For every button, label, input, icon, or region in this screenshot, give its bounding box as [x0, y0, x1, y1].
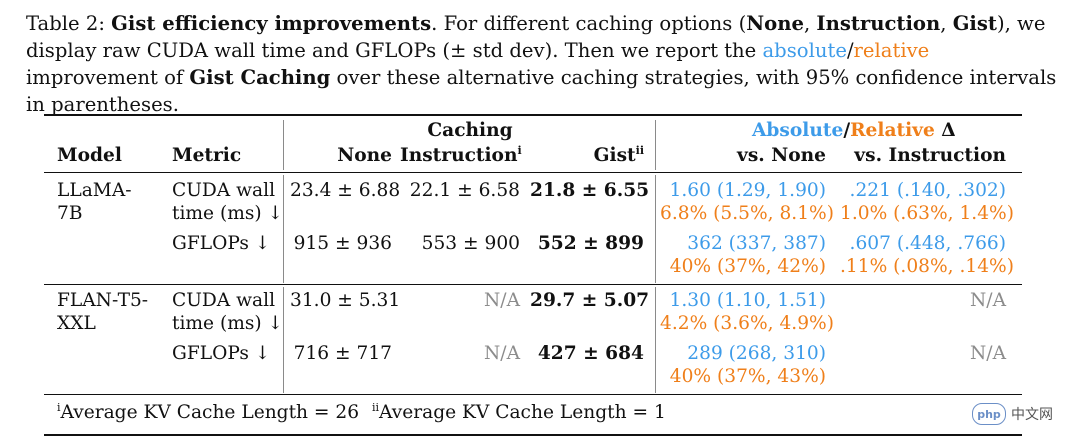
caption-relative: relative: [853, 39, 930, 62]
value-none: 716 ± 717: [293, 343, 392, 364]
header-rule: [44, 172, 1022, 173]
caption-opt-gist: Gist: [952, 12, 997, 35]
header-instruction: Instructioni: [400, 144, 522, 167]
model-name: 7B: [57, 203, 83, 224]
value-gist: 427 ± 684: [537, 343, 644, 364]
caption-absolute: absolute: [762, 39, 847, 62]
header-gist-label: Gist: [593, 145, 636, 166]
vs-instruction-na: N/A: [970, 290, 1006, 311]
footnote-2: iiAverage KV Cache Length = 1: [372, 402, 666, 424]
caption-text: over these alternative caching strategie…: [26, 66, 1057, 116]
caption-gist-caching: Gist Caching: [189, 66, 331, 89]
value-none: 31.0 ± 5.31: [290, 290, 401, 311]
value-gist: 552 ± 899: [537, 233, 644, 254]
vs-none-relative: 4.2% (3.6%, 4.9%): [660, 313, 834, 334]
metric-label: time (ms) ↓: [172, 203, 284, 224]
metric-label: GFLOPs ↓: [172, 233, 271, 254]
caption-text: ), we display raw CUDA wall time and GFL…: [26, 12, 1046, 62]
footnote-bottom-rule: [44, 434, 1022, 436]
column-separator: [283, 120, 284, 170]
caption-opt-none: None: [746, 12, 804, 35]
metric-label: GFLOPs ↓: [172, 343, 271, 364]
footnote-2-sup: ii: [372, 401, 380, 414]
header-vs-none: vs. None: [737, 145, 826, 166]
vs-none-absolute: 1.60 (1.29, 1.90): [669, 180, 826, 201]
watermark: php 中文网: [972, 400, 1078, 428]
vs-instruction-na: N/A: [970, 343, 1006, 364]
vs-none-absolute: 1.30 (1.10, 1.51): [669, 290, 826, 311]
value-instruction: 553 ± 900: [421, 233, 520, 254]
value-instruction: N/A: [484, 290, 520, 311]
footnote-1-sup: i: [57, 401, 61, 414]
model-name: FLAN-T5-: [57, 290, 149, 311]
table-top-rule: [44, 114, 1022, 116]
column-separator: [655, 120, 656, 170]
vs-none-absolute: 362 (337, 387): [687, 233, 826, 254]
vs-none-relative: 6.8% (5.5%, 8.1%): [660, 203, 834, 224]
vs-instruction-absolute: .607 (.448, .766): [849, 233, 1006, 254]
model-name: XXL: [57, 313, 96, 334]
vs-instruction-absolute: .221 (.140, .302): [849, 180, 1006, 201]
footnote-1-text: Average KV Cache Length = 26: [60, 402, 360, 423]
column-separator: [283, 175, 284, 283]
header-slash: /: [843, 120, 851, 141]
caption-slash: /: [846, 39, 854, 62]
value-instruction: 22.1 ± 6.58: [409, 180, 520, 201]
header-instruction-label: Instruction: [400, 145, 518, 166]
vs-instruction-relative: .11% (.08%, .14%): [840, 256, 1014, 277]
vs-instruction-relative: 1.0% (.63%, 1.4%): [840, 203, 1014, 224]
watermark-logo: php: [972, 403, 1006, 425]
header-vs-instruction: vs. Instruction: [854, 145, 1006, 166]
table-caption: Table 2: Gist efficiency improvements. F…: [26, 10, 1062, 118]
caption-text: . For different caching options (: [431, 12, 747, 35]
column-separator: [655, 175, 656, 283]
metric-label: CUDA wall: [172, 180, 276, 201]
metric-label: CUDA wall: [172, 290, 276, 311]
header-abs-rel: Absolute/Relative Δ: [752, 120, 956, 142]
header-instruction-sup: i: [517, 144, 522, 157]
value-instruction: N/A: [484, 343, 520, 364]
value-none: 915 ± 936: [293, 233, 392, 254]
group-divider-rule: [44, 284, 1022, 285]
vs-none-absolute: 289 (268, 310): [687, 343, 826, 364]
header-caching: Caching: [427, 120, 513, 141]
caption-text: improvement of: [26, 66, 190, 89]
caption-sep: ,: [940, 12, 953, 35]
header-gist-sup: ii: [635, 144, 644, 157]
caption-opt-instruction: Instruction: [816, 12, 941, 35]
header-delta: Δ: [934, 120, 956, 141]
watermark-text: 中文网: [1011, 407, 1053, 423]
footnote-1: iAverage KV Cache Length = 26: [57, 402, 359, 424]
column-separator: [283, 287, 284, 393]
header-gist: Gistii: [540, 145, 644, 167]
caption-label: Table 2:: [26, 12, 105, 35]
model-name: LLaMA-: [57, 180, 132, 201]
column-separator: [655, 287, 656, 393]
header-model: Model: [57, 145, 122, 166]
vs-none-relative: 40% (37%, 43%): [669, 366, 826, 387]
caption-sep: ,: [803, 12, 817, 35]
metric-label: time (ms) ↓: [172, 313, 284, 334]
header-absolute: Absolute: [752, 120, 844, 141]
header-metric: Metric: [172, 145, 242, 166]
footnote-2-text: Average KV Cache Length = 1: [379, 402, 666, 423]
table-bottom-rule: [44, 394, 1022, 395]
header-none: None: [337, 145, 392, 166]
value-gist: 29.7 ± 5.07: [530, 290, 650, 311]
value-none: 23.4 ± 6.88: [290, 180, 401, 201]
value-gist: 21.8 ± 6.55: [530, 180, 650, 201]
vs-none-relative: 40% (37%, 42%): [669, 256, 826, 277]
caption-title: Gist efficiency improvements: [111, 12, 432, 35]
header-relative: Relative: [850, 120, 935, 141]
